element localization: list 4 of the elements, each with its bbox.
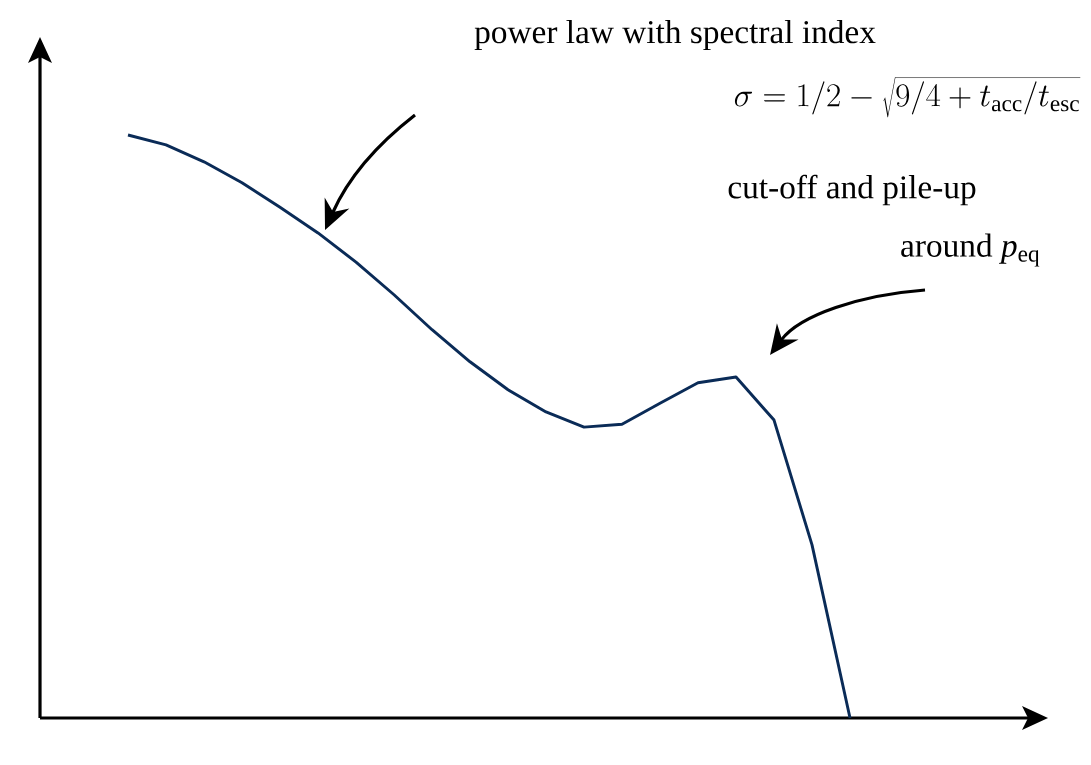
text: $\sigma = 1/2 - \sqrt{9/4 + t_\mathrm{acc}/t_\mathrm{esc}}$ <box>734 77 1081 118</box>
text: power law with spectral index <box>474 19 876 51</box>
text: around p$_{eq}$ <box>901 233 1040 267</box>
annotation: cut-off and pile-up <box>728 174 976 206</box>
